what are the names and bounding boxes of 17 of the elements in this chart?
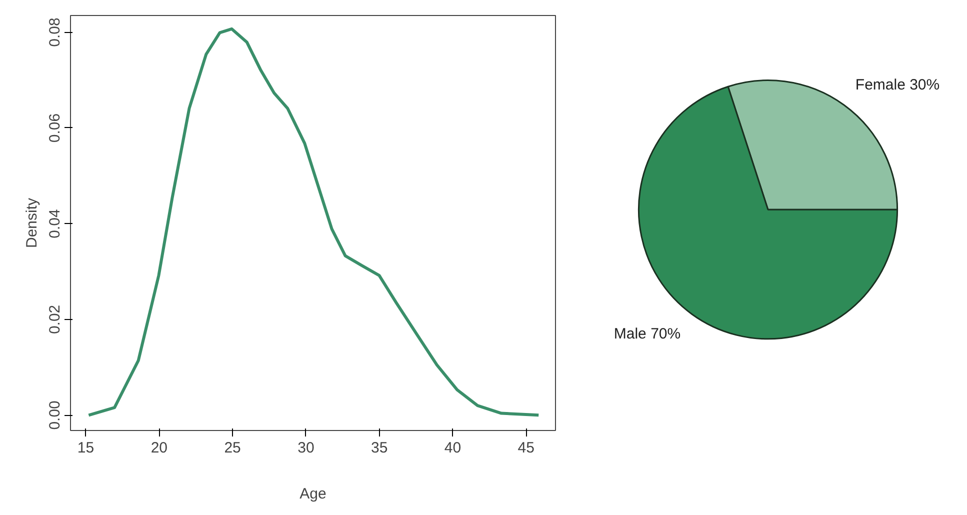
x-tick-label: 20: [150, 440, 168, 456]
x-tick-label: 45: [518, 440, 534, 456]
x-tick-label: 35: [371, 440, 388, 456]
slice-label: Female 30%: [855, 76, 940, 94]
slice-label: Male 70%: [614, 326, 681, 343]
x-tick-label: 30: [298, 440, 314, 456]
x-tick-label: 15: [77, 440, 94, 456]
y-tick-label: 0.08: [46, 18, 64, 47]
y-tick-label: 0.04: [46, 209, 64, 238]
x-tick-label: 25: [224, 440, 241, 456]
x-axis-title: Age: [300, 486, 326, 502]
y-tick-label: 0.06: [46, 113, 64, 143]
y-tick-label: 0.00: [46, 400, 64, 430]
line-series: [87, 27, 540, 417]
y-tick-label: 0.02: [46, 304, 64, 334]
x-tick-label: 40: [444, 440, 462, 456]
y-axis-title: Density: [24, 197, 40, 248]
